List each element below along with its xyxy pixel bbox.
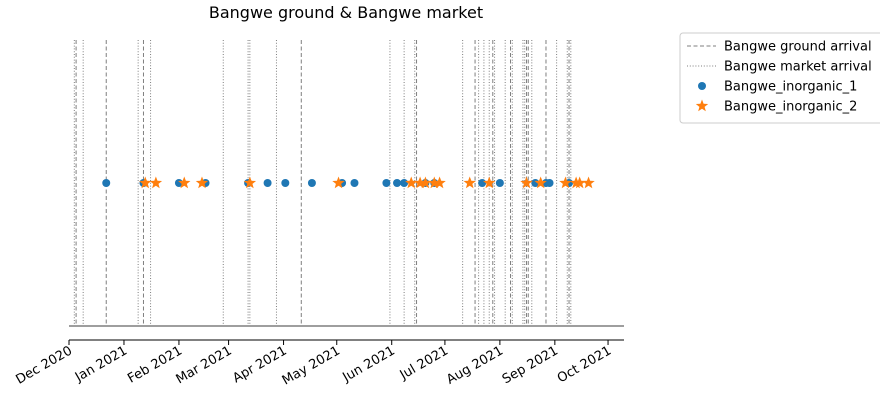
x-tick-label: Apr 2021 [230,343,289,386]
legend-label: Bangwe_inorganic_1 [724,80,857,95]
point-inorganic-1 [382,179,391,187]
point-inorganic-2 [433,176,446,189]
x-tick-label: Jan 2021 [72,343,130,385]
x-tick-label: Mar 2021 [174,343,235,387]
x-tick-label: Dec 2020 [13,343,75,387]
x-tick-label: Oct 2021 [555,343,614,386]
scatter-points [102,176,595,189]
legend: Bangwe ground arrival Bangwe market arriv… [679,32,880,124]
point-inorganic-2 [405,176,418,189]
point-inorganic-2 [534,176,547,189]
point-inorganic-2 [428,176,441,189]
point-inorganic-1 [263,179,272,187]
point-inorganic-1 [102,179,111,187]
legend-box [679,32,880,124]
point-inorganic-1 [478,179,487,187]
point-inorganic-2 [195,176,209,189]
point-inorganic-1 [281,179,290,187]
chart-title: Bangwe ground & Bangwe market [209,3,483,22]
point-inorganic-2 [178,176,191,189]
legend-swatch [695,99,709,112]
point-inorganic-2 [419,176,432,189]
point-inorganic-1 [495,179,504,187]
point-inorganic-1 [307,179,316,187]
legend-swatch [698,82,706,90]
point-inorganic-2 [559,176,572,189]
point-inorganic-1 [350,179,359,187]
point-inorganic-2 [573,176,586,189]
point-inorganic-1 [400,179,409,187]
point-inorganic-2 [243,176,257,189]
point-inorganic-2 [582,176,595,189]
x-tick-label: Jul 2021 [397,343,451,383]
point-inorganic-2 [413,176,427,189]
x-tick-label: Sep 2021 [500,343,561,387]
point-inorganic-2 [463,176,476,189]
point-inorganic-2 [332,176,345,189]
point-inorganic-2 [483,176,496,189]
legend-label: Bangwe ground arrival [724,40,872,55]
x-tick-label: Jun 2021 [340,343,398,385]
point-inorganic-1 [545,179,554,187]
legend-label: Bangwe market arrival [724,60,872,75]
point-inorganic-2 [149,176,163,189]
point-inorganic-1 [393,179,402,187]
x-tick-label: May 2021 [280,343,343,388]
x-tick-label: Aug 2021 [444,343,506,387]
point-inorganic-2 [520,176,533,189]
legend-label: Bangwe_inorganic_2 [724,100,857,115]
point-inorganic-2 [139,176,152,189]
